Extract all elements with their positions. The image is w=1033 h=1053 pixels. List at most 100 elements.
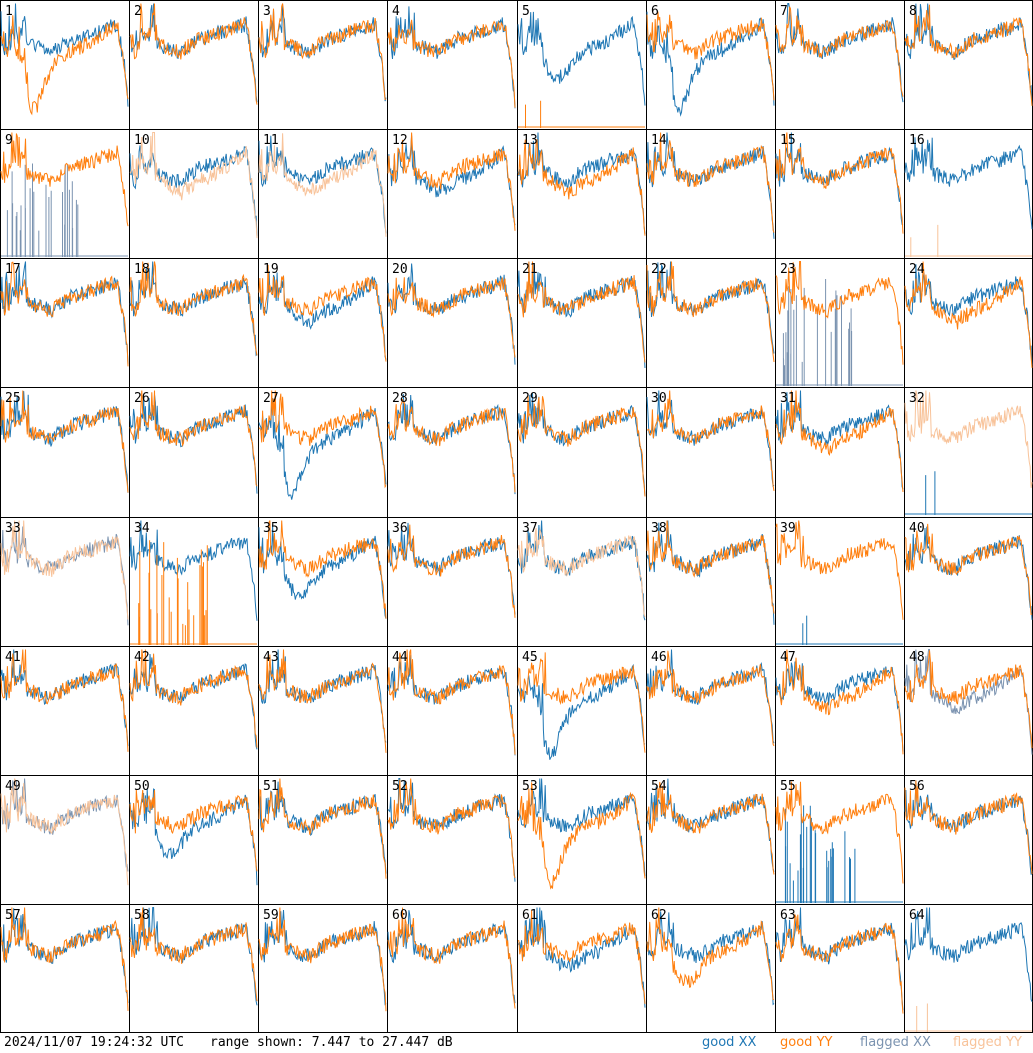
- series-xx-panel-1: [0, 3, 129, 107]
- spectrum-panel-12: 12: [387, 132, 516, 231]
- series-yy-panel-58: [129, 907, 258, 1002]
- spectrum-panel-13: 13: [517, 132, 646, 236]
- spectrum-panel-57: 57: [0, 907, 129, 1011]
- legend-flagged-xx: flagged XX: [860, 1035, 931, 1050]
- series-yy-panel-56: [904, 780, 1033, 875]
- series-xx-panel-31: [775, 390, 904, 490]
- series-yy-panel-55: [775, 781, 904, 884]
- series-yy-panel-60: [387, 907, 516, 1009]
- range-label: range shown: 7.447 to 27.447 dB: [210, 1035, 453, 1050]
- panel-number-label: 28: [392, 391, 408, 406]
- spectrum-panel-40: 40: [904, 521, 1033, 620]
- series-xx-panel-56: [904, 780, 1033, 875]
- spectrum-panel-60: 60: [387, 907, 516, 1009]
- panel-number-label: 50: [134, 779, 150, 794]
- spectrum-panel-49: 49: [0, 778, 129, 886]
- series-xx-panel-4: [387, 6, 516, 109]
- series-yy-panel-48: [904, 650, 1033, 749]
- series-xx-panel-51: [258, 781, 387, 874]
- series-yy-panel-16: [905, 224, 1032, 257]
- series-yy-panel-61: [517, 910, 646, 1004]
- series-yy-panel-45: [517, 652, 646, 753]
- series-xx-panel-64: [904, 907, 1033, 1002]
- series-yy-panel-27: [258, 390, 387, 489]
- spectrum-panel-31: 31: [775, 390, 904, 493]
- panel-number-label: 26: [134, 391, 150, 406]
- panel-number-label: 41: [5, 650, 21, 665]
- spectrum-panel-16: 16: [904, 133, 1033, 257]
- panel-number-label: 64: [909, 908, 925, 923]
- series-yy-panel-40: [904, 523, 1033, 616]
- series-yy-panel-6: [646, 11, 775, 101]
- series-xx-panel-47: [775, 661, 904, 752]
- series-yy-panel-26: [129, 390, 258, 487]
- series-xx-panel-41: [0, 649, 129, 747]
- panel-number-label: 12: [392, 133, 408, 148]
- series-yy-panel-46: [646, 650, 775, 747]
- series-yy-panel-53: [517, 782, 646, 890]
- spectrum-panel-18: 18: [129, 261, 258, 357]
- panel-number-label: 47: [780, 650, 796, 665]
- series-xx-panel-39: [776, 615, 903, 645]
- series-xx-panel-62: [646, 911, 775, 1006]
- series-xx-panel-32: [905, 471, 1032, 515]
- panel-number-label: 57: [5, 908, 21, 923]
- panel-number-label: 2: [134, 4, 142, 19]
- series-yy-panel-4: [387, 19, 516, 108]
- spectrum-panel-61: 61: [517, 907, 646, 1008]
- series-yy-panel-39: [775, 520, 904, 620]
- panel-number-label: 18: [134, 262, 150, 277]
- panel-number-label: 58: [134, 908, 150, 923]
- spectrum-panel-32: 32: [904, 390, 1033, 515]
- spectrum-panel-52: 52: [387, 778, 516, 882]
- panel-number-label: 17: [5, 262, 21, 277]
- spectrum-panel-24: 24: [904, 261, 1033, 368]
- panel-number-label: 38: [651, 521, 667, 536]
- panel-number-label: 35: [263, 521, 279, 536]
- series-xx-panel-52: [387, 778, 516, 882]
- series-yy-panel-25: [0, 390, 129, 493]
- panel-number-label: 59: [263, 908, 279, 923]
- series-yy-panel-38: [646, 520, 775, 614]
- spectrum-panel-44: 44: [387, 649, 516, 756]
- series-xx-panel-9: [1, 163, 128, 257]
- series-xx-panel-2: [129, 3, 258, 103]
- spectrum-panel-27: 27: [258, 390, 387, 500]
- series-yy-panel-36: [387, 524, 516, 618]
- series-xx-panel-42: [129, 653, 258, 750]
- series-yy-panel-34: [130, 540, 257, 645]
- panel-number-label: 56: [909, 779, 925, 794]
- spectrum-panel-56: 56: [904, 779, 1033, 875]
- panel-number-label: 42: [134, 650, 150, 665]
- panel-number-label: 40: [909, 521, 925, 536]
- spectrum-panel-9: 9: [0, 132, 129, 257]
- series-xx-panel-36: [387, 522, 516, 615]
- series-xx-panel-7: [775, 3, 904, 103]
- series-yy-panel-11: [258, 133, 387, 237]
- series-yy-panel-50: [129, 789, 258, 872]
- series-yy-panel-57: [0, 907, 129, 1011]
- spectrum-panel-46: 46: [646, 649, 775, 747]
- legend-good-yy: good YY: [780, 1035, 833, 1050]
- spectrum-panel-26: 26: [129, 390, 258, 494]
- series-xx-panel-26: [129, 394, 258, 494]
- spectrum-panel-2: 2: [129, 3, 258, 105]
- spectrum-panel-1: 1: [0, 3, 129, 116]
- series-yy-panel-18: [129, 261, 258, 356]
- spectrum-panel-3: 3: [258, 3, 387, 102]
- panel-number-label: 30: [651, 391, 667, 406]
- panel-number-label: 39: [780, 521, 796, 536]
- series-yy-panel-12: [387, 132, 516, 231]
- spectrum-panel-63: 63: [775, 907, 904, 1014]
- panel-number-label: 14: [651, 133, 667, 148]
- spectrum-panel-30: 30: [646, 390, 775, 491]
- panel-number-label: 53: [522, 779, 538, 794]
- series-xx-panel-12: [387, 135, 516, 226]
- series-yy-panel-59: [258, 907, 387, 1012]
- series-yy-panel-32: [904, 390, 1033, 488]
- spectrum-panel-34: 34: [129, 520, 258, 645]
- series-yy-panel-24: [904, 261, 1033, 368]
- spectrum-panel-14: 14: [646, 132, 775, 239]
- series-yy-panel-49: [0, 778, 129, 886]
